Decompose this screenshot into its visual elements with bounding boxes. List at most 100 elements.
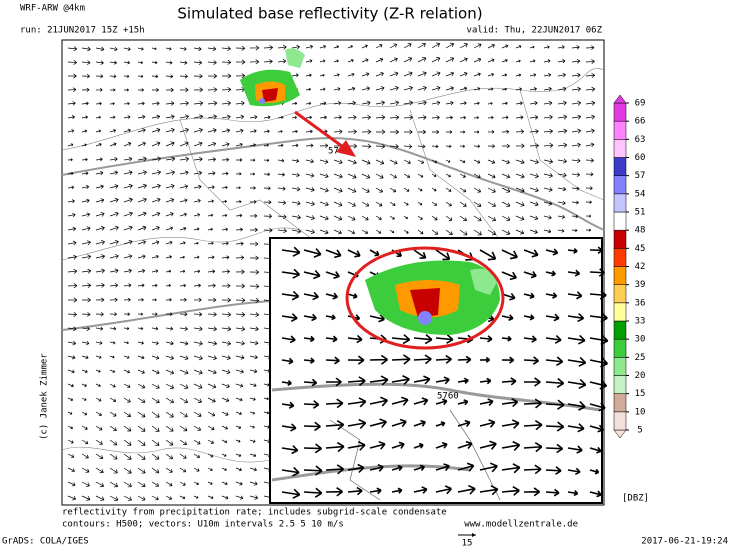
wind-vector: [529, 173, 539, 179]
wind-vector: [291, 172, 300, 178]
wind-vector: [263, 129, 270, 133]
wind-vector: [325, 271, 340, 279]
wind-vector: [389, 114, 400, 120]
wind-vector: [403, 57, 413, 63]
wind-vector: [375, 173, 384, 179]
wind-vector: [291, 158, 300, 163]
wind-vector: [81, 425, 88, 430]
legend-swatch: [613, 120, 627, 140]
wind-vector: [567, 334, 586, 345]
wind-vector: [347, 86, 356, 91]
wind-vector: [347, 187, 357, 193]
wind-vector: [207, 269, 216, 274]
legend-tick-label: 57: [635, 171, 646, 181]
wind-vector: [165, 198, 175, 203]
wind-vector: [431, 57, 441, 63]
wind-vector: [303, 443, 322, 454]
wind-vector: [305, 87, 311, 91]
wind-vector: [523, 398, 542, 409]
wind-vector: [473, 43, 482, 49]
wind-vector: [95, 439, 103, 445]
wind-vector: [95, 297, 105, 303]
wind-vector: [333, 201, 343, 207]
wind-vector: [123, 467, 132, 474]
wind-vector: [95, 115, 101, 119]
wind-vector: [369, 314, 385, 323]
wind-vector: [413, 419, 426, 427]
wind-vector: [123, 156, 133, 162]
wind-vector: [235, 326, 246, 332]
wind-vector: [389, 57, 398, 63]
legend-tick-label: 5: [637, 426, 642, 436]
wind-vector: [67, 453, 75, 458]
wind-vector: [81, 369, 88, 374]
wind-vector: [151, 254, 159, 259]
wind-vector: [487, 116, 494, 120]
wind-vector: [543, 45, 550, 49]
legend-end: [613, 429, 627, 439]
wind-vector: [235, 439, 241, 443]
wind-vector: [305, 73, 312, 77]
wind-vector: [137, 425, 146, 432]
wind-vector: [67, 495, 77, 501]
wind-vector: [529, 229, 538, 234]
wind-vector: [545, 292, 558, 299]
wind-vector: [347, 463, 365, 473]
wind-vector: [95, 397, 102, 402]
wind-vector: [479, 462, 498, 473]
wind-vector: [179, 226, 187, 231]
wind-vector: [473, 229, 482, 236]
wind-vector: [109, 268, 119, 274]
wind-vector: [435, 421, 446, 427]
wind-vector: [207, 340, 218, 346]
wind-vector: [123, 74, 130, 78]
legend-unit: [DBZ]: [622, 494, 649, 504]
wind-vector: [95, 254, 106, 260]
wind-vector: [567, 400, 586, 411]
wind-vector: [249, 411, 256, 415]
wind-vector: [585, 100, 596, 106]
wind-vector: [277, 228, 287, 234]
wind-vector: [277, 130, 283, 133]
wind-vector: [479, 485, 499, 496]
wind-vector: [137, 74, 144, 78]
wind-vector: [109, 239, 119, 245]
legend-swatch: [613, 157, 627, 176]
wind-vector: [529, 129, 539, 134]
wind-vector: [81, 212, 91, 217]
wind-vector: [109, 184, 119, 189]
wind-vector: [515, 59, 521, 63]
wind-vector: [473, 87, 481, 91]
wind-vector: [165, 255, 172, 259]
legend-tick-label: 69: [635, 99, 646, 109]
wind-vector: [235, 425, 242, 429]
wind-vector: [179, 397, 189, 404]
wind-vector: [67, 185, 75, 190]
wind-vector: [81, 439, 89, 445]
wind-vector: [459, 86, 468, 91]
wind-vector: [207, 185, 215, 190]
wind-vector: [249, 200, 257, 204]
wind-vector: [263, 397, 269, 401]
wind-vector: [281, 268, 301, 279]
wind-vector: [165, 369, 175, 375]
wind-vector: [333, 59, 339, 63]
wind-vector: [347, 293, 358, 299]
wind-vector: [501, 59, 508, 63]
wind-vector: [557, 186, 567, 192]
wind-vector: [95, 355, 102, 359]
wind-vector: [165, 411, 174, 418]
wind-vector: [221, 128, 231, 133]
wind-vector: [389, 100, 400, 106]
wind-vector: [207, 411, 216, 417]
wind-vector: [207, 100, 218, 106]
wind-vector: [403, 144, 413, 149]
wind-vector: [515, 143, 525, 149]
wind-vector: [179, 495, 186, 500]
wind-vector: [571, 158, 581, 164]
wind-vector: [249, 255, 259, 261]
wind-vector: [347, 486, 363, 496]
wind-vector: [281, 313, 298, 322]
wind-vector: [305, 115, 312, 120]
valid-label: valid: Thu, 22JUN2017 06Z: [467, 26, 603, 36]
